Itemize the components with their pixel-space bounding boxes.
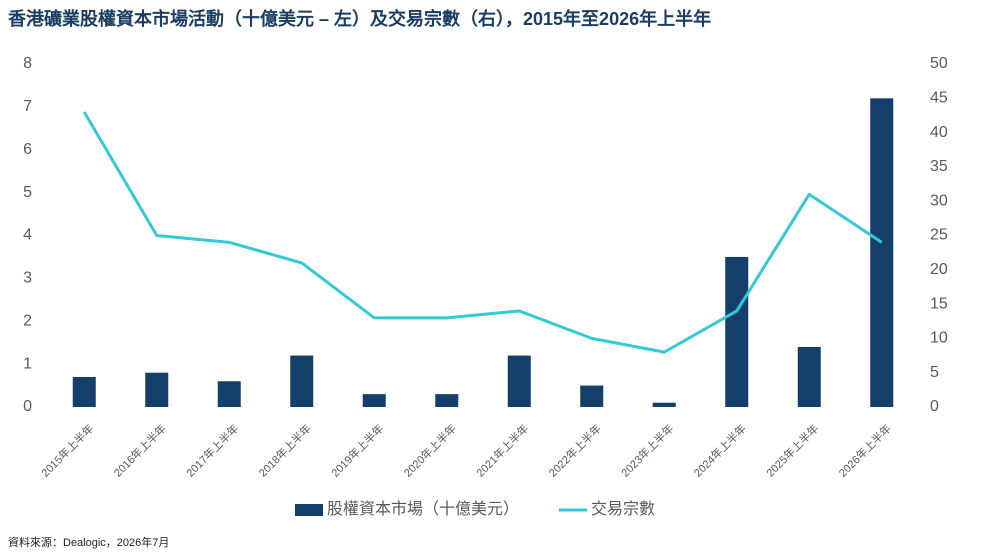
bar — [362, 394, 386, 407]
line — [82, 111, 883, 354]
y2-tick-label: 35 — [930, 158, 948, 175]
y2-tick-label: 20 — [930, 261, 948, 278]
bar — [652, 402, 676, 407]
legend-swatch — [295, 504, 323, 516]
x-tick-label: 2016年上半年 — [111, 421, 169, 479]
x-tick-label: 2024年上半年 — [691, 421, 749, 479]
y-tick-label: 6 — [23, 141, 32, 158]
y2-tick-label: 10 — [930, 330, 948, 347]
x-tick-label: 2023年上半年 — [618, 421, 676, 479]
y2-tick-label: 25 — [930, 227, 948, 244]
y-tick-label: 8 — [23, 55, 32, 72]
legend-label: 股權資本市場（十億美元） — [327, 500, 519, 518]
y-tick-label: 3 — [23, 270, 32, 287]
x-tick-label: 2019年上半年 — [328, 421, 386, 479]
y-tick-label: 4 — [23, 227, 32, 244]
x-tick-label: 2022年上半年 — [546, 421, 604, 479]
x-tick-label: 2017年上半年 — [183, 421, 241, 479]
y-tick-label: 1 — [23, 355, 32, 372]
y2-tick-label: 45 — [930, 90, 948, 107]
y2-tick-label: 40 — [930, 124, 948, 141]
y2-tick-label: 30 — [930, 192, 948, 209]
y2-tick-label: 0 — [930, 398, 939, 415]
x-tick-label: 2015年上半年 — [38, 421, 96, 479]
bar — [435, 394, 459, 407]
y-tick-label: 2 — [23, 312, 32, 329]
source-note: 資料來源：Dealogic，2026年7月 — [8, 535, 169, 549]
bar — [580, 385, 604, 407]
chart-title: 香港礦業股權資本市場活動（十億美元 – 左）及交易宗數（右），2015年至202… — [7, 8, 711, 29]
y2-tick-label: 5 — [930, 364, 939, 381]
x-tick-label: 2026年上半年 — [836, 421, 894, 479]
bar — [145, 372, 169, 407]
bar — [72, 376, 96, 407]
bar — [507, 355, 531, 407]
bar — [217, 381, 241, 407]
bar — [870, 98, 894, 408]
y-tick-label: 7 — [23, 98, 32, 115]
x-tick-label: 2020年上半年 — [401, 421, 459, 479]
x-tick-label: 2018年上半年 — [256, 421, 314, 479]
x-tick-label: 2021年上半年 — [473, 421, 531, 479]
bar — [797, 346, 821, 407]
bar — [290, 355, 314, 407]
legend-label: 交易宗數 — [591, 500, 655, 518]
y2-tick-label: 15 — [930, 295, 948, 312]
y-tick-label: 0 — [23, 398, 32, 415]
y2-tick-label: 50 — [930, 55, 948, 72]
bar — [725, 256, 749, 407]
y-tick-label: 5 — [23, 184, 32, 201]
x-tick-label: 2025年上半年 — [763, 421, 821, 479]
